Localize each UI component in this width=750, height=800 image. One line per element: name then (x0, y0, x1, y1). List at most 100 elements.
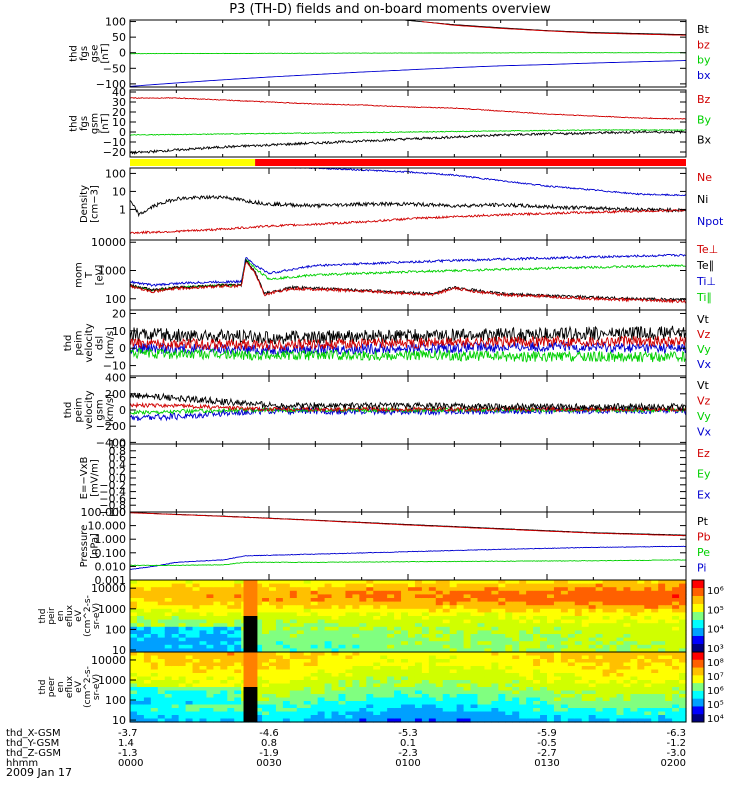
spectrogram-cell (213, 652, 221, 657)
spectrogram-cell (623, 676, 631, 681)
spectrogram-cell (192, 687, 201, 692)
spectrogram-cell (456, 697, 465, 702)
spectrogram-cell (164, 583, 173, 588)
spectrogram-cell (275, 626, 284, 631)
spectrogram-cell (296, 626, 305, 631)
spectrogram-cell (310, 598, 319, 603)
spectrogram-cell (150, 580, 159, 585)
spectrogram-cell (234, 634, 242, 639)
spectrogram-cell (387, 694, 395, 699)
spectrogram-cell (213, 687, 221, 692)
spectrogram-cell (289, 711, 298, 716)
spectrogram-cell (672, 612, 680, 617)
spectrogram-cell (380, 637, 388, 642)
spectrogram-cell (644, 708, 652, 713)
spectrogram-cell (491, 598, 499, 603)
spectrogram-cell (338, 715, 347, 720)
spectrogram-cell (623, 704, 631, 709)
spectrogram-cell (567, 608, 576, 613)
spectrogram-cell (269, 694, 277, 699)
spectrogram-cell (581, 708, 590, 713)
spectrogram-cell (602, 652, 611, 657)
spectrogram-cell (317, 697, 326, 702)
spectrogram-cell (296, 594, 305, 599)
spectrogram-cell (401, 676, 409, 681)
spectrogram-cell (282, 711, 291, 716)
spectrogram-cell (553, 659, 562, 664)
spectrogram-cell (595, 697, 604, 702)
y-tick-label: 1.0 (109, 438, 127, 451)
spectrogram-cell (143, 694, 152, 699)
spectrogram-cell (289, 680, 298, 685)
spectrogram-cell (547, 673, 555, 678)
spectrogram-cell (317, 708, 326, 713)
spectrogram-cell (651, 680, 659, 685)
spectrogram-cell (157, 666, 166, 671)
spectrogram-cell (581, 659, 590, 664)
spectrogram-cell (289, 673, 298, 678)
spectrogram-cell (303, 669, 312, 674)
spectrogram-cell (616, 694, 625, 699)
spectrogram-cell (651, 587, 659, 592)
spectrogram-cell (150, 701, 159, 706)
spectrogram-cell (282, 701, 291, 706)
spectrogram-cell (366, 704, 374, 709)
spectrogram-cell (380, 666, 388, 671)
spectrogram-cell (269, 612, 277, 617)
spectrogram-cell (567, 652, 576, 657)
spectrogram-cell (505, 715, 513, 720)
spectrogram-cell (296, 683, 305, 688)
spectrogram-cell (289, 694, 298, 699)
spectrogram-cell (470, 590, 479, 595)
spectrogram-cell (588, 715, 597, 720)
spectrogram-cell (630, 701, 638, 706)
spectrogram-cell (540, 701, 548, 706)
spectrogram-cell (428, 630, 437, 635)
spectrogram-cell (463, 641, 472, 646)
spectrogram-cell (519, 623, 527, 628)
spectrogram-cell (408, 630, 416, 635)
spectrogram-cell (588, 608, 597, 613)
spectrogram-cell (644, 612, 652, 617)
spectrogram-cell (255, 608, 263, 613)
spectrogram-cell (206, 583, 214, 588)
spectrogram-cell (289, 594, 298, 599)
spectrogram-cell (227, 608, 235, 613)
spectrogram-cell (526, 641, 534, 646)
spectrogram-cell (463, 701, 472, 706)
spectrogram-cell (414, 683, 423, 688)
spectrogram-cell (394, 583, 402, 588)
spectrogram-cell (373, 641, 381, 646)
spectrogram-cell (359, 704, 367, 709)
spectrogram-cell (526, 669, 534, 674)
spectrogram-cell (387, 605, 395, 610)
spectrogram-cell (296, 708, 305, 713)
spectrogram-cell (373, 583, 381, 588)
spectrogram-cell (338, 652, 347, 657)
spectrogram-cell (269, 652, 277, 657)
spectrogram-cell (637, 676, 645, 681)
spectrogram-cell (220, 583, 228, 588)
spectrogram-cell (609, 605, 618, 610)
spectrogram-cell (665, 583, 673, 588)
spectrogram-cell (380, 683, 388, 688)
spectrogram-cell (269, 676, 277, 681)
spectrogram-cell (352, 659, 360, 664)
spectrogram-cell (567, 718, 576, 723)
spectrogram-cell (560, 666, 569, 671)
spectrogram-cell (491, 669, 499, 674)
spectrogram-cell (282, 666, 291, 671)
spectrogram-cell (470, 666, 479, 671)
spectrogram-cell (428, 626, 437, 631)
spectrogram-cell (213, 605, 221, 610)
spectrogram-cell (519, 673, 527, 678)
spectrogram-cell (408, 669, 416, 674)
spectrogram-cell (289, 612, 298, 617)
spectrogram-cell (130, 598, 138, 603)
spectrogram-cell (164, 683, 173, 688)
spectrogram-cell (143, 590, 152, 595)
spectrogram-cell (595, 704, 604, 709)
spectrogram-cell (150, 619, 159, 624)
spectrogram-cell (255, 594, 263, 599)
